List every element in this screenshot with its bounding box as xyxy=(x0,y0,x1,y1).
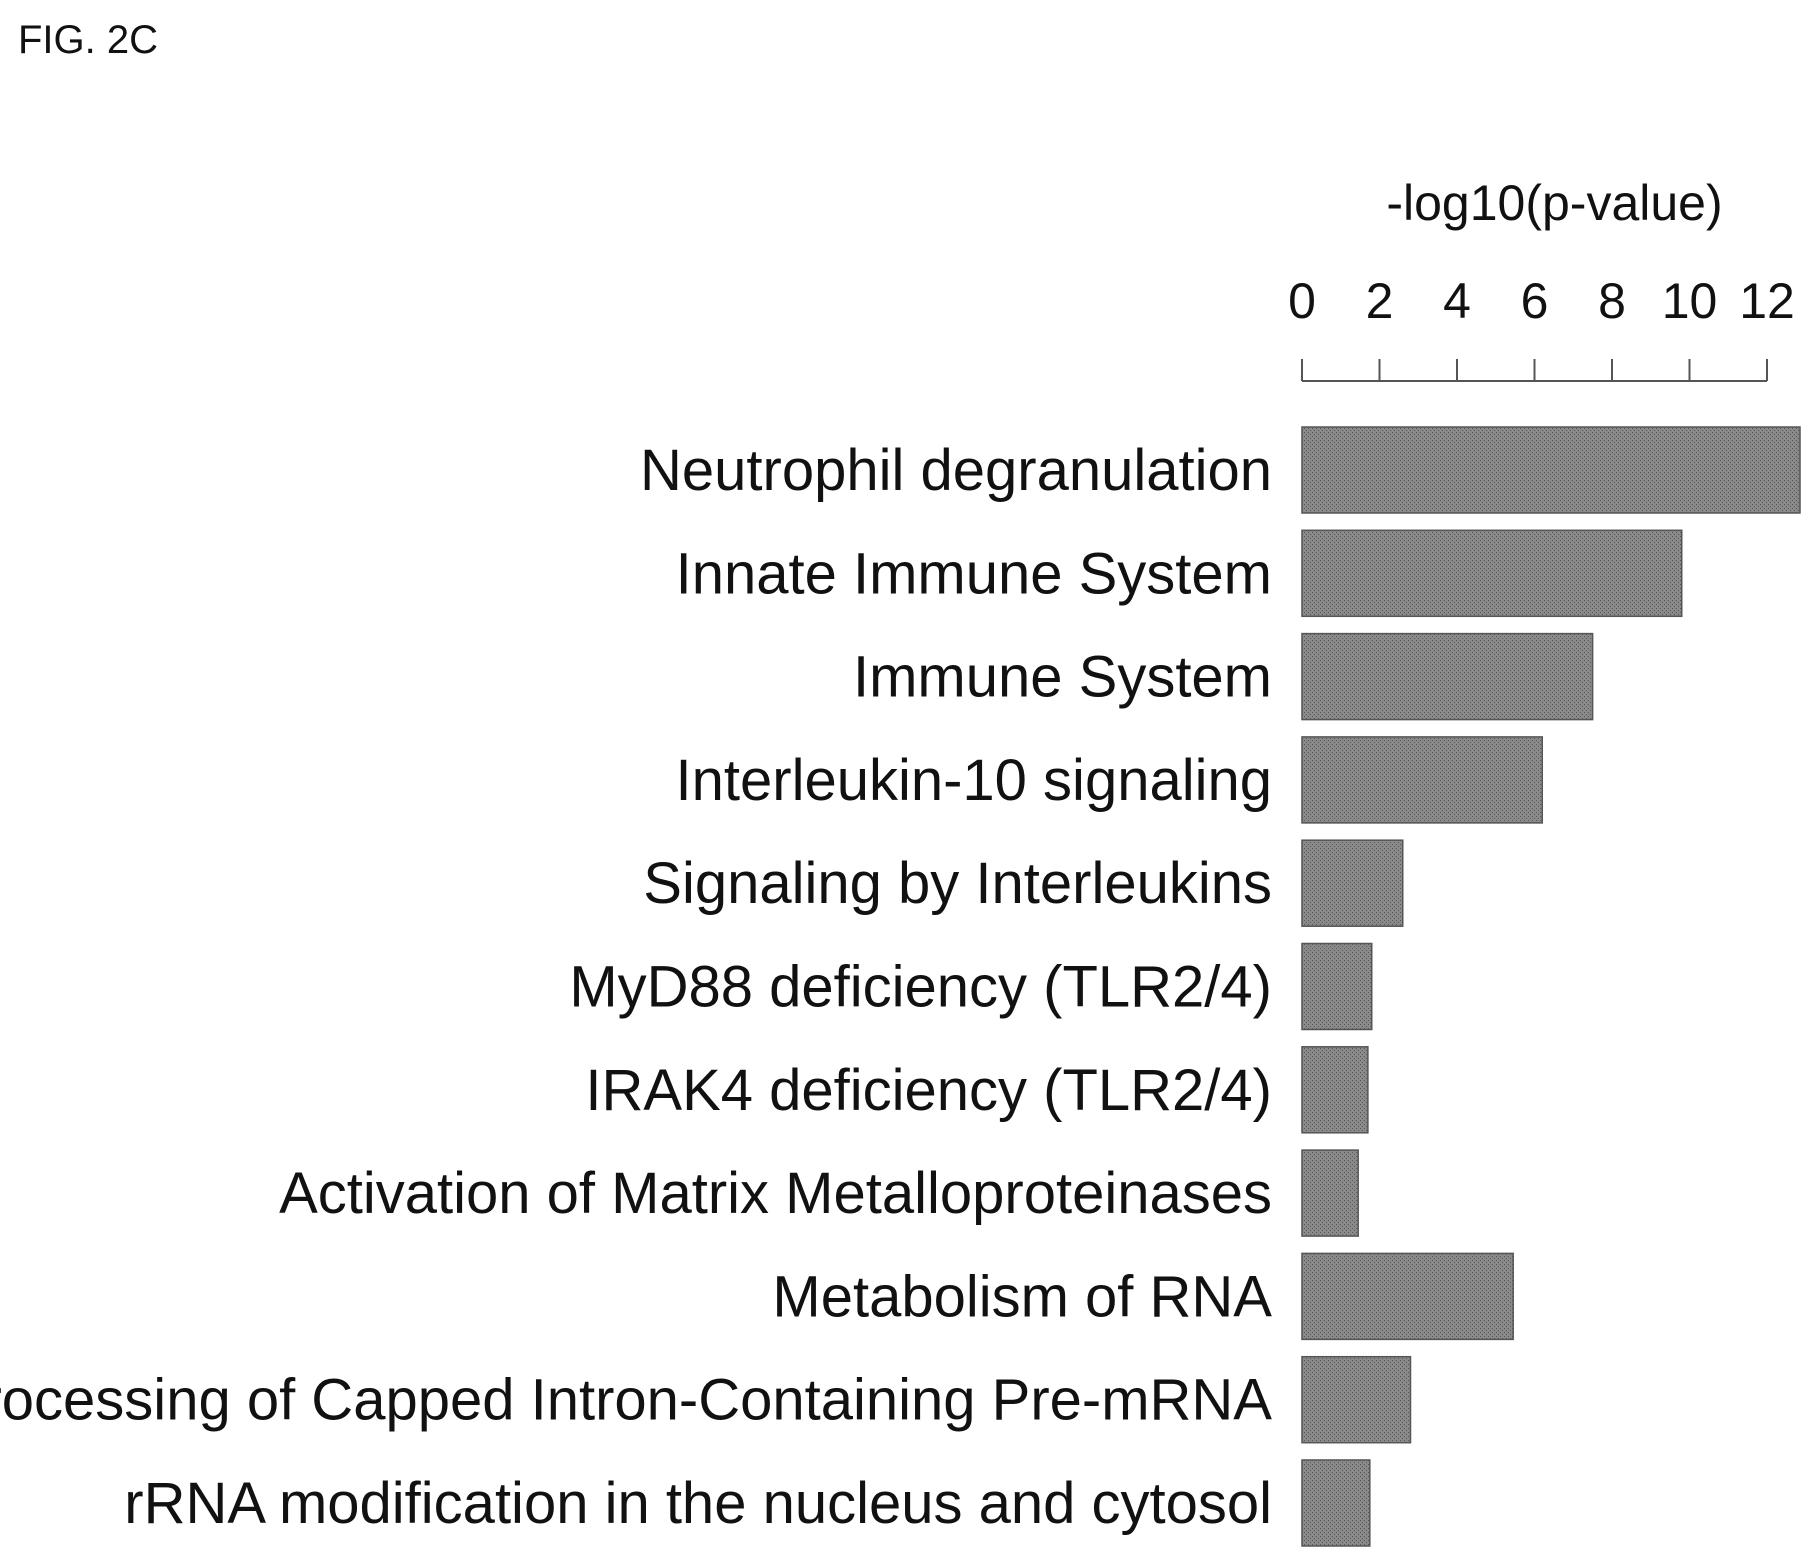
x-tick-label: 10 xyxy=(1662,273,1718,329)
figure-label: FIG. 2C xyxy=(18,18,159,62)
category-label: Processing of Capped Intron-Containing P… xyxy=(0,1368,1272,1433)
bar xyxy=(1301,736,1543,824)
category-label: Interleukin-10 signaling xyxy=(676,748,1272,813)
category-label: MyD88 deficiency (TLR2/4) xyxy=(569,955,1272,1020)
category-label: Immune System xyxy=(853,645,1272,710)
bar xyxy=(1301,839,1404,927)
bar xyxy=(1301,1149,1359,1237)
bar xyxy=(1301,632,1594,721)
category-label: Activation of Matrix Metalloproteinases xyxy=(279,1161,1272,1226)
x-axis: -log10(p-value) 0 2 4 6 8 10 12 xyxy=(1288,175,1795,382)
x-tick-label: 2 xyxy=(1366,273,1394,329)
category-label: Neutrophil degranulation xyxy=(640,438,1272,503)
x-axis-title: -log10(p-value) xyxy=(1386,175,1722,231)
x-tick-label: 4 xyxy=(1443,273,1471,329)
x-tick-label: 0 xyxy=(1288,273,1316,329)
category-label: IRAK4 deficiency (TLR2/4) xyxy=(585,1058,1272,1123)
bar xyxy=(1301,942,1373,1031)
category-label: rRNA modification in the nucleus and cyt… xyxy=(124,1471,1272,1536)
bar xyxy=(1301,1046,1369,1134)
category-label: Metabolism of RNA xyxy=(772,1264,1272,1329)
x-tick-label: 8 xyxy=(1598,273,1626,329)
bar xyxy=(1301,1355,1412,1444)
x-tick-label: 12 xyxy=(1739,273,1795,329)
bar xyxy=(1301,1459,1371,1547)
bar xyxy=(1301,426,1801,514)
bar xyxy=(1301,529,1683,618)
x-tick-label: 6 xyxy=(1521,273,1549,329)
bar xyxy=(1301,1252,1514,1341)
bars xyxy=(1301,426,1801,1547)
category-label: Innate Immune System xyxy=(676,541,1272,606)
category-labels: Neutrophil degranulation Innate Immune Sy… xyxy=(0,438,1272,1536)
category-label: Signaling by Interleukins xyxy=(643,851,1272,916)
